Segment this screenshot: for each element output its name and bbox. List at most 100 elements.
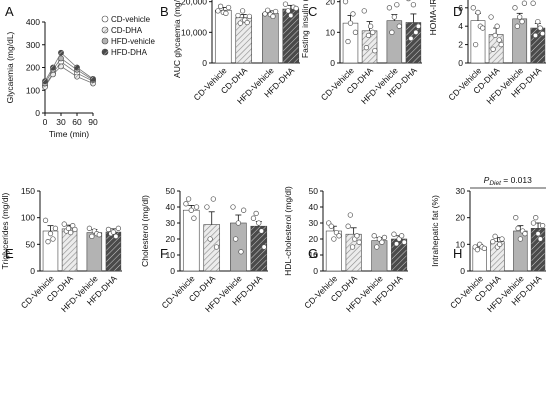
data-point bbox=[394, 2, 400, 8]
y-axis-label: HDL-cholesterol (mg/dl) bbox=[283, 186, 293, 276]
panel-letter-f: F bbox=[160, 246, 168, 261]
data-point bbox=[250, 215, 257, 221]
data-point bbox=[371, 233, 377, 239]
y-tick-label: 0 bbox=[458, 58, 463, 68]
data-point bbox=[58, 55, 64, 62]
data-point bbox=[519, 18, 525, 25]
panel-letter-c: C bbox=[308, 4, 317, 19]
data-point bbox=[188, 207, 194, 213]
data-point bbox=[246, 13, 253, 20]
data-point bbox=[350, 11, 356, 17]
y-tick-label: 0 bbox=[30, 266, 35, 276]
y-tick-label: 20,000 bbox=[181, 0, 207, 7]
data-point bbox=[331, 236, 337, 242]
bar-hfd-vehicle bbox=[371, 240, 388, 272]
data-point bbox=[365, 32, 372, 39]
data-point bbox=[530, 220, 537, 226]
x-tick-label: 90 bbox=[88, 117, 98, 127]
y-axis-label: HOMA-IR bbox=[428, 0, 438, 35]
y-tick-label: 10 bbox=[309, 250, 319, 260]
data-point bbox=[50, 236, 56, 242]
data-point bbox=[512, 5, 518, 11]
data-point bbox=[393, 241, 400, 247]
data-point bbox=[113, 233, 119, 239]
data-point bbox=[240, 207, 247, 213]
data-point bbox=[354, 233, 360, 239]
panel-letter-g: G bbox=[308, 246, 318, 261]
data-point bbox=[293, 5, 299, 12]
panel-letter-b: B bbox=[160, 4, 169, 19]
data-point bbox=[415, 23, 422, 29]
data-point bbox=[535, 18, 541, 25]
data-point bbox=[262, 11, 268, 17]
y-tick-label: 400 bbox=[26, 17, 40, 27]
data-point bbox=[532, 32, 539, 39]
data-point bbox=[42, 217, 49, 223]
data-point bbox=[356, 239, 362, 245]
panel-letter-d: D bbox=[453, 4, 462, 19]
data-point bbox=[45, 239, 51, 245]
data-point bbox=[183, 201, 189, 207]
data-point bbox=[347, 212, 353, 218]
data-point bbox=[367, 23, 374, 29]
data-point bbox=[535, 231, 541, 237]
data-point bbox=[215, 8, 221, 14]
data-point bbox=[258, 228, 265, 234]
y-tick-label: 40 bbox=[309, 202, 319, 212]
data-point bbox=[239, 8, 246, 14]
y-tick-label: 0 bbox=[170, 266, 175, 276]
data-point bbox=[492, 233, 498, 239]
data-point bbox=[207, 236, 213, 242]
data-point bbox=[475, 9, 481, 16]
bar-hfd-vehicle bbox=[86, 232, 103, 272]
bar-hfd-dha bbox=[105, 231, 122, 272]
data-point bbox=[185, 196, 192, 202]
y-tick-label: 0 bbox=[460, 266, 465, 276]
data-point bbox=[50, 64, 56, 71]
y-tick-label: 30 bbox=[166, 218, 176, 228]
data-point bbox=[110, 229, 117, 235]
data-point bbox=[96, 232, 102, 238]
data-point bbox=[389, 29, 395, 35]
bar-cd-vehicle bbox=[42, 230, 59, 272]
data-point bbox=[42, 78, 48, 85]
data-point bbox=[347, 20, 354, 26]
y-tick-label: 0 bbox=[202, 58, 207, 68]
data-point bbox=[481, 245, 487, 251]
data-point bbox=[399, 233, 405, 239]
panel-a: 0 100 200 300 400 0 30 60 90 Time (min) Glycaemia … bbox=[5, 15, 156, 139]
data-point bbox=[261, 244, 267, 250]
y-tick-label: 0 bbox=[35, 108, 40, 118]
data-point bbox=[386, 5, 393, 11]
data-point bbox=[537, 236, 543, 242]
data-point bbox=[86, 225, 93, 231]
bar-hfd-vehicle bbox=[262, 13, 279, 64]
y-tick-label: 0 bbox=[330, 58, 335, 68]
data-point bbox=[285, 8, 291, 14]
data-point bbox=[52, 225, 59, 231]
data-point bbox=[282, 1, 289, 7]
data-point bbox=[374, 244, 380, 250]
data-point bbox=[90, 75, 96, 82]
y-tick-label: 50 bbox=[166, 186, 176, 196]
data-point bbox=[498, 41, 504, 48]
data-point bbox=[328, 223, 334, 229]
data-point bbox=[210, 196, 216, 202]
data-point bbox=[494, 23, 500, 29]
data-point bbox=[496, 37, 502, 43]
data-point bbox=[235, 12, 241, 19]
data-point bbox=[401, 239, 407, 245]
data-point bbox=[372, 48, 378, 54]
data-point bbox=[480, 25, 486, 31]
data-point bbox=[89, 233, 95, 239]
data-point bbox=[488, 14, 494, 20]
data-point bbox=[288, 12, 294, 19]
data-point bbox=[270, 13, 276, 20]
data-point bbox=[256, 220, 262, 226]
data-point bbox=[474, 247, 481, 253]
data-point bbox=[413, 29, 419, 35]
data-point bbox=[408, 35, 414, 42]
